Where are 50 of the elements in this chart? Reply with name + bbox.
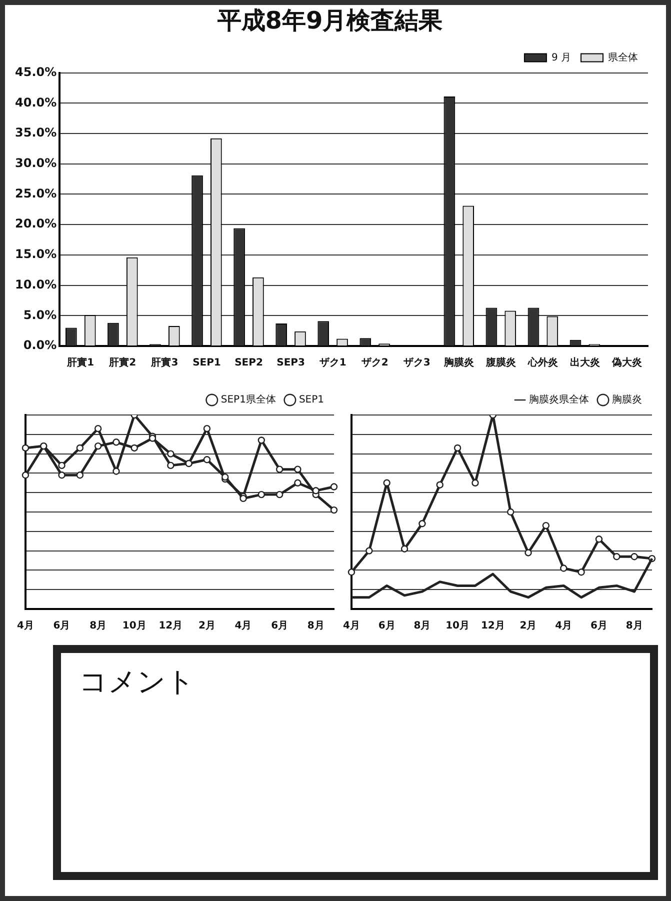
- legend-label: 胸膜炎: [612, 394, 642, 406]
- x-tick-label: 4月: [555, 620, 572, 632]
- x-tick-label: 胸膜炎: [442, 356, 475, 369]
- x-tick-label: 6月: [378, 620, 396, 632]
- x-tick-label: 12月: [480, 620, 505, 632]
- legend-label: 胸膜炎県全体: [529, 394, 589, 406]
- legend-label: SEP1: [298, 394, 324, 406]
- x-tick-label: 出大炎: [570, 356, 601, 369]
- chart-title: 平成8年9月検査結果: [216, 6, 443, 35]
- x-tick-label: ザク1: [319, 356, 346, 369]
- x-tick-label: 8月: [307, 620, 324, 632]
- x-tick-label: 6月: [590, 620, 608, 632]
- x-tick-label: 6月: [271, 620, 288, 632]
- x-tick-label: 8月: [90, 620, 107, 632]
- legend-label: 県全体: [608, 51, 638, 64]
- y-tick-label: 35.0%: [14, 126, 57, 140]
- text: コメント: [79, 664, 196, 700]
- x-tick-label: 4月: [16, 620, 34, 632]
- x-tick-label: 肝實2: [108, 356, 136, 369]
- legend-label: 9 月: [551, 52, 572, 64]
- x-tick-label: 肝實3: [150, 356, 178, 369]
- x-tick-label: 6月: [53, 620, 70, 632]
- x-tick-label: 8月: [626, 620, 643, 632]
- y-tick-label: 20.0%: [14, 216, 57, 231]
- x-tick-label: 4月: [234, 620, 252, 632]
- y-tick-label: 45.0%: [14, 64, 57, 79]
- x-tick-label: ザク2: [361, 356, 388, 369]
- y-tick-label: 30.0%: [14, 156, 57, 170]
- legend-label: SEP1県全体: [220, 394, 276, 406]
- y-tick-label: 25.0%: [14, 186, 57, 200]
- y-tick-label: 10.0%: [14, 277, 57, 292]
- x-tick-label: 10月: [122, 620, 146, 632]
- x-tick-label: ザク3: [403, 356, 430, 369]
- y-tick-label: 5.0%: [23, 308, 57, 322]
- x-tick-label: 2月: [520, 620, 537, 632]
- x-tick-label: SEP1: [192, 358, 221, 369]
- x-tick-label: 4月: [342, 620, 360, 632]
- x-tick-label: 心外炎: [526, 356, 559, 369]
- y-tick-label: 15.0%: [14, 247, 57, 262]
- x-tick-label: 肝實1: [66, 356, 94, 369]
- y-tick-label: 0.0%: [23, 338, 57, 352]
- x-tick-label: 8月: [414, 620, 431, 632]
- x-tick-label: 偽大炎: [610, 356, 643, 369]
- x-tick-label: 腹膜炎: [484, 356, 517, 369]
- x-tick-label: 2月: [198, 620, 216, 632]
- y-tick-label: 40.0%: [14, 95, 57, 110]
- x-tick-label: 10月: [446, 620, 470, 632]
- x-tick-label: 12月: [158, 620, 183, 632]
- x-tick-label: SEP2: [234, 358, 263, 369]
- x-tick-label: SEP3: [276, 358, 305, 369]
